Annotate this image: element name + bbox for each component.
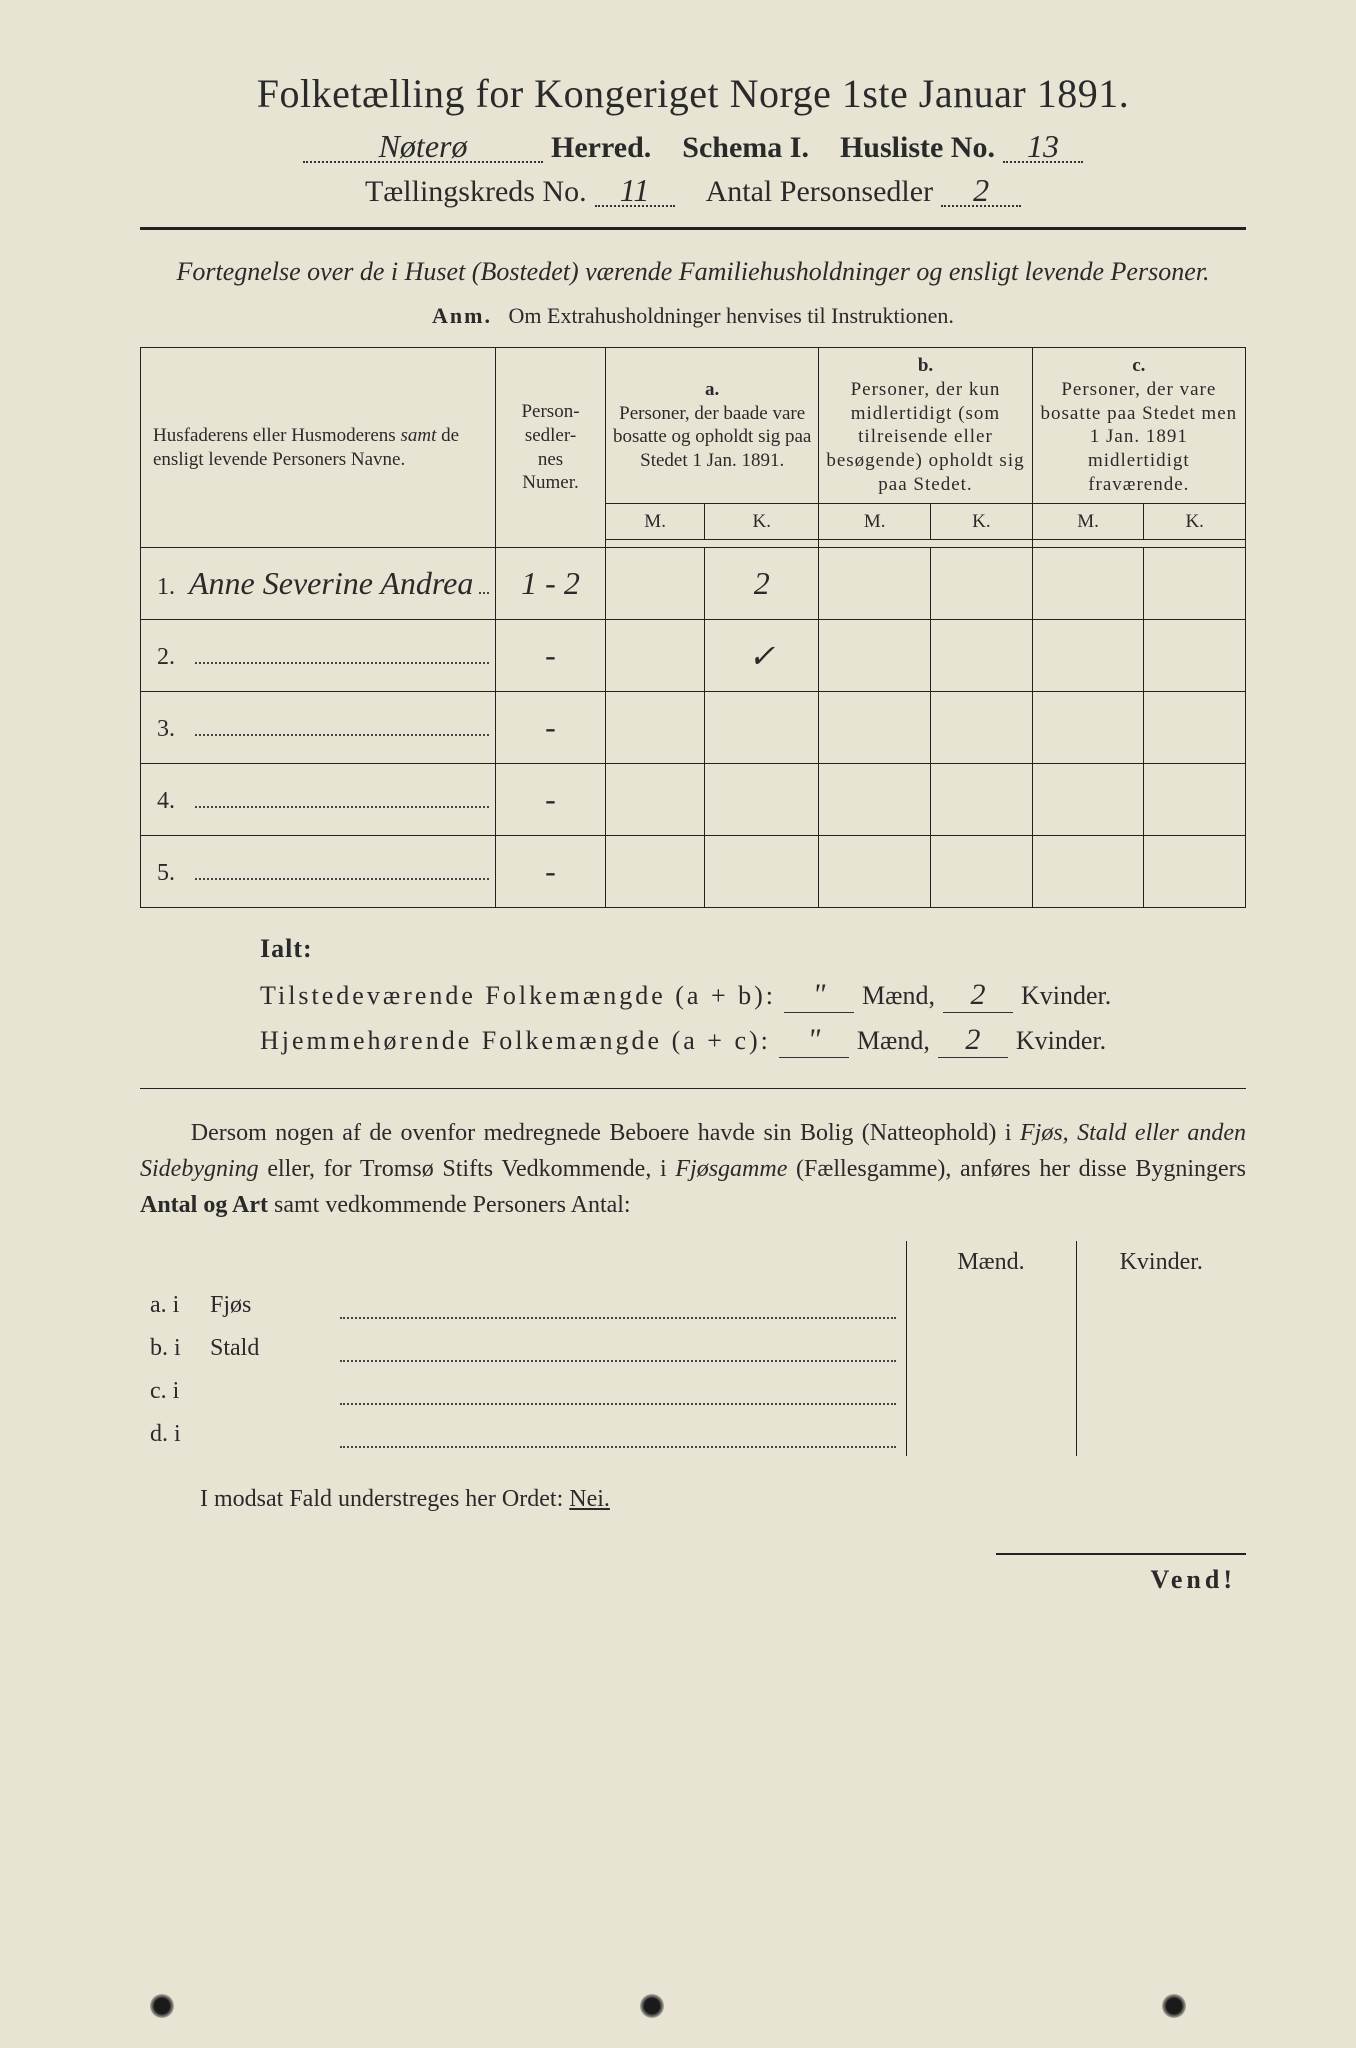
punch-hole-icon bbox=[640, 1994, 664, 2018]
subtitle: Fortegnelse over de i Huset (Bostedet) v… bbox=[140, 254, 1246, 289]
table-row: 2.-✓ bbox=[141, 620, 1246, 692]
col-b-header: b. Personer, der kun midlertidigt (som t… bbox=[819, 348, 1032, 504]
building-row: b. i Stald bbox=[140, 1327, 1246, 1370]
bottom-rule bbox=[996, 1553, 1246, 1555]
col-b-k: K. bbox=[931, 503, 1033, 540]
header-line-2: Nøterø Herred. Schema I. Husliste No. 13 bbox=[140, 131, 1246, 165]
divider bbox=[140, 227, 1246, 230]
page-title: Folketælling for Kongeriget Norge 1ste J… bbox=[140, 70, 1246, 117]
schema-label: Schema I. bbox=[682, 131, 809, 165]
table-row: 3.- bbox=[141, 692, 1246, 764]
modsat-line: I modsat Fald understreges her Ordet: Ne… bbox=[200, 1486, 1246, 1513]
husliste-field: 13 bbox=[1003, 132, 1083, 163]
build-kvinder-header: Kvinder. bbox=[1076, 1241, 1246, 1284]
totals-line-1: Tilstedeværende Folkemængde (a + b): " M… bbox=[260, 978, 1246, 1013]
census-form: Folketælling for Kongeriget Norge 1ste J… bbox=[140, 70, 1246, 1595]
household-table: Husfaderens eller Husmode­rens samt de e… bbox=[140, 347, 1246, 908]
building-paragraph: Dersom nogen af de ovenfor medregnede Be… bbox=[140, 1115, 1246, 1223]
table-row: 1.Anne Severine Andrea1 - 22 bbox=[141, 548, 1246, 620]
anm-text: Om Extrahusholdninger henvises til Instr… bbox=[509, 303, 954, 328]
herred-label: Herred. bbox=[551, 131, 651, 165]
table-row: 4.- bbox=[141, 764, 1246, 836]
antal-field: 2 bbox=[941, 176, 1021, 207]
building-row: d. i bbox=[140, 1413, 1246, 1456]
antal-label: Antal Personsedler bbox=[706, 175, 933, 209]
building-row: c. i bbox=[140, 1370, 1246, 1413]
herred-field: Nøterø bbox=[303, 132, 543, 163]
totals-block: Ialt: Tilstedeværende Folkemængde (a + b… bbox=[260, 934, 1246, 1058]
ialt-label: Ialt: bbox=[260, 934, 1246, 964]
header-line-3: Tællingskreds No. 11 Antal Personsedler … bbox=[140, 175, 1246, 209]
totals-line-2: Hjemmehørende Folkemængde (a + c): " Mæn… bbox=[260, 1023, 1246, 1058]
col-c-header: c. Personer, der vare bosatte paa Stedet… bbox=[1032, 348, 1245, 504]
col-a-k: K. bbox=[705, 503, 819, 540]
col-b-m: M. bbox=[819, 503, 931, 540]
punch-hole-icon bbox=[1162, 1994, 1186, 2018]
building-table: Mænd. Kvinder. a. i Fjøs b. i Stald c. i… bbox=[140, 1241, 1246, 1456]
totals-2-k: 2 bbox=[938, 1023, 1008, 1058]
anm-label: Anm. bbox=[432, 303, 492, 328]
divider-thin bbox=[140, 1088, 1246, 1089]
col-c-m: M. bbox=[1032, 503, 1144, 540]
kreds-label: Tællingskreds No. bbox=[365, 175, 587, 209]
build-maend-header: Mænd. bbox=[906, 1241, 1076, 1284]
col-names-header: Husfaderens eller Husmode­rens samt de e… bbox=[153, 425, 459, 470]
col-a-m: M. bbox=[606, 503, 705, 540]
col-num-header: Person- sedler- nes Numer. bbox=[496, 348, 606, 548]
col-a-header: a. Personer, der baade vare bosatte og o… bbox=[606, 348, 819, 504]
totals-2-m: " bbox=[779, 1023, 849, 1058]
annotation-line: Anm. Om Extrahusholdninger henvises til … bbox=[140, 303, 1246, 329]
totals-1-k: 2 bbox=[943, 978, 1013, 1013]
building-row: a. i Fjøs bbox=[140, 1284, 1246, 1327]
husliste-label: Husliste No. bbox=[840, 131, 995, 165]
table-row: 5.- bbox=[141, 836, 1246, 908]
totals-1-m: " bbox=[784, 978, 854, 1013]
kreds-field: 11 bbox=[595, 176, 675, 207]
nei-word: Nei. bbox=[569, 1486, 610, 1512]
vend-label: Vend! bbox=[140, 1565, 1246, 1595]
col-c-k: K. bbox=[1144, 503, 1246, 540]
punch-hole-icon bbox=[150, 1994, 174, 2018]
